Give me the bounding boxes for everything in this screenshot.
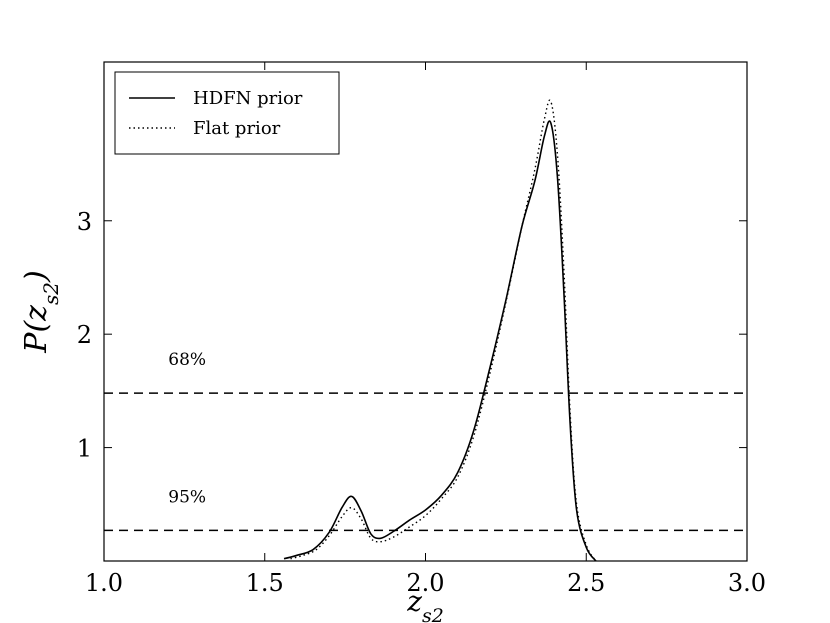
- legend-label-0: HDFN prior: [193, 88, 303, 109]
- x-tick-label-4: 3.0: [728, 569, 766, 597]
- series-line-0: [283, 120, 597, 562]
- x-tick-label-2: 2.0: [406, 569, 444, 597]
- legend-label-1: Flat prior: [193, 118, 281, 139]
- legend-box: [114, 71, 340, 155]
- y-tick-label-0: 1: [77, 435, 92, 463]
- axes: 1.0 1.5 2.0 2.5 3.0 1 2 3 zs2 P(zs2): [19, 61, 766, 623]
- reference-label-1: 95%: [168, 487, 206, 507]
- legend: HDFN prior Flat prior: [114, 71, 340, 155]
- x-axis-title: zs2: [406, 585, 444, 623]
- data-layer: 68% 95%: [104, 99, 747, 562]
- x-tick-label-1: 1.5: [246, 569, 284, 597]
- x-tick-label-3: 2.5: [567, 569, 605, 597]
- y-tick-label-2: 3: [77, 208, 92, 236]
- y-axis-title: P(zs2): [19, 270, 63, 353]
- reference-label-0: 68%: [168, 350, 206, 370]
- series-line-1: [290, 99, 597, 562]
- x-tick-label-0: 1.0: [85, 569, 123, 597]
- y-tick-label-1: 2: [77, 321, 92, 349]
